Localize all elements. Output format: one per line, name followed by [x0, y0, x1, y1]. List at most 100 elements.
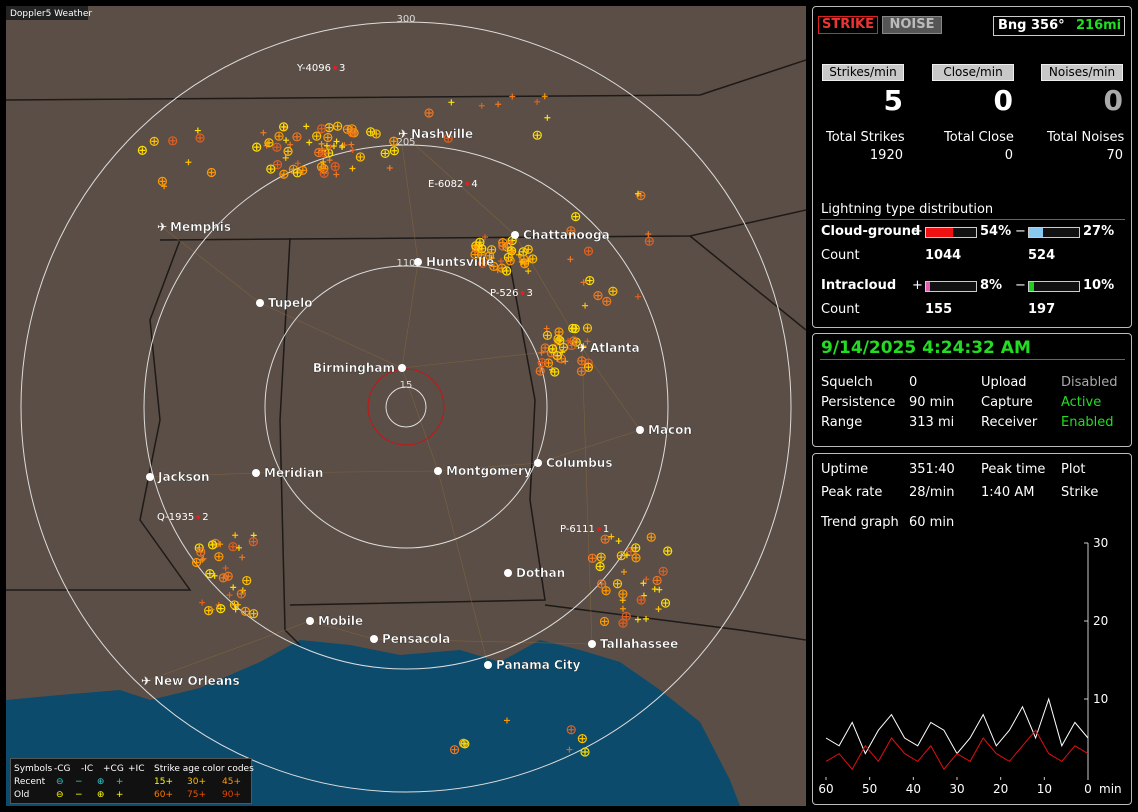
strike-symbol [334, 123, 341, 130]
rate-label: Strikes/min [822, 64, 904, 81]
city-dot [146, 473, 154, 481]
trend-panel [812, 453, 1132, 805]
strike-symbol [315, 149, 322, 156]
city-dot [636, 426, 644, 434]
strike-symbol [660, 568, 667, 575]
strike-symbol [608, 533, 615, 540]
noise-button[interactable]: NOISE [882, 16, 942, 34]
count-value: 1044 [925, 248, 962, 263]
strike-symbol [585, 364, 592, 371]
legend-age: 75+ [187, 790, 206, 800]
strike-symbol [582, 749, 589, 756]
strike-symbol [232, 532, 239, 539]
strike-symbol [391, 147, 398, 154]
strike-symbol [371, 129, 381, 139]
dist-bar [926, 282, 930, 291]
legend-age: 45+ [222, 777, 241, 787]
strike-symbol [570, 338, 577, 345]
strike-symbol [348, 141, 355, 148]
strike-symbol [645, 231, 652, 238]
dist-pct: 8% [980, 278, 1003, 293]
rate-label: Noises/min [1041, 64, 1123, 81]
strike-symbol [445, 135, 452, 142]
distribution-title: Lightning type distribution [821, 202, 994, 217]
city-label: Pensacola [382, 632, 450, 646]
station-id: Q-1935 [157, 512, 194, 523]
strike-symbol [503, 717, 510, 724]
stat-value: 28/min [909, 485, 955, 500]
strike-symbol [193, 559, 200, 566]
strike-symbol [580, 279, 587, 286]
strike-symbol [279, 122, 289, 132]
strike-symbol [633, 554, 640, 561]
strike-symbol [229, 543, 236, 550]
city-dot [414, 258, 422, 266]
strike-symbol [618, 589, 628, 599]
strike-symbol [306, 139, 313, 146]
strike-symbol [537, 368, 544, 375]
city-label: Dothan [516, 566, 565, 580]
status-value: 0 [909, 375, 918, 390]
airport-icon: ✈ [157, 220, 167, 234]
strike-symbol [648, 534, 655, 541]
strike-symbol [159, 178, 166, 185]
strike-symbol [593, 291, 603, 301]
strike-symbol [272, 160, 283, 170]
strike-symbol [614, 580, 621, 587]
dist-bar [1029, 282, 1034, 291]
strike-symbol [600, 534, 610, 544]
strike-symbol [544, 332, 551, 339]
city-dot [511, 231, 519, 239]
status-panel [812, 333, 1132, 447]
strike-symbol [631, 543, 641, 553]
city-label: Memphis [170, 220, 231, 234]
strike-symbol [616, 551, 626, 561]
strike-symbol [498, 241, 508, 251]
status-label: Persistence [821, 395, 896, 410]
strike-symbol [478, 102, 485, 109]
strike-symbol [621, 611, 631, 622]
stat-label: Uptime [821, 462, 869, 477]
strike-symbol [542, 330, 553, 340]
strike-symbol [281, 124, 288, 131]
strike-symbol [572, 325, 579, 332]
city-dot [484, 661, 492, 669]
strike-symbol [373, 130, 380, 137]
legend: Symbols -CG -IC +CG +IC Strike age color… [10, 758, 254, 804]
legend-row: Old [14, 790, 30, 800]
strike-symbol [317, 124, 327, 134]
strike-symbol [507, 257, 514, 264]
strike-symbol [602, 296, 612, 306]
strike-symbol [620, 605, 627, 612]
strike-button[interactable]: STRIKE [818, 16, 878, 34]
city-label: Jackson [157, 470, 210, 484]
strike-symbol [541, 93, 548, 100]
strike-symbol [274, 161, 281, 168]
strike-symbol [339, 144, 346, 151]
strike-symbol [518, 258, 525, 265]
strike-symbol [272, 142, 282, 152]
dist-pct: 27% [1083, 224, 1115, 239]
strike-symbol [584, 325, 591, 332]
strike-symbol [292, 132, 302, 142]
strike-symbol [565, 337, 572, 344]
strike-symbol [139, 147, 146, 154]
strike-symbol [486, 252, 493, 259]
stat-label: Plot [1061, 462, 1086, 477]
strike-symbol [349, 129, 356, 136]
strike-symbol [634, 190, 641, 197]
strike-symbol [525, 258, 532, 265]
strike-symbol [518, 247, 528, 257]
strike-symbol [542, 344, 549, 351]
strike-symbol [205, 569, 215, 579]
total-value: 0 [1004, 148, 1013, 163]
strike-symbol [577, 356, 587, 366]
status-value: Enabled [1061, 415, 1114, 430]
strike-symbol [264, 138, 274, 148]
strike-symbol [217, 605, 224, 612]
city-dot [398, 364, 406, 372]
strike-symbol [280, 123, 287, 130]
strike-symbol [534, 132, 541, 139]
strike-symbol [662, 600, 669, 607]
strike-symbol [566, 746, 573, 753]
